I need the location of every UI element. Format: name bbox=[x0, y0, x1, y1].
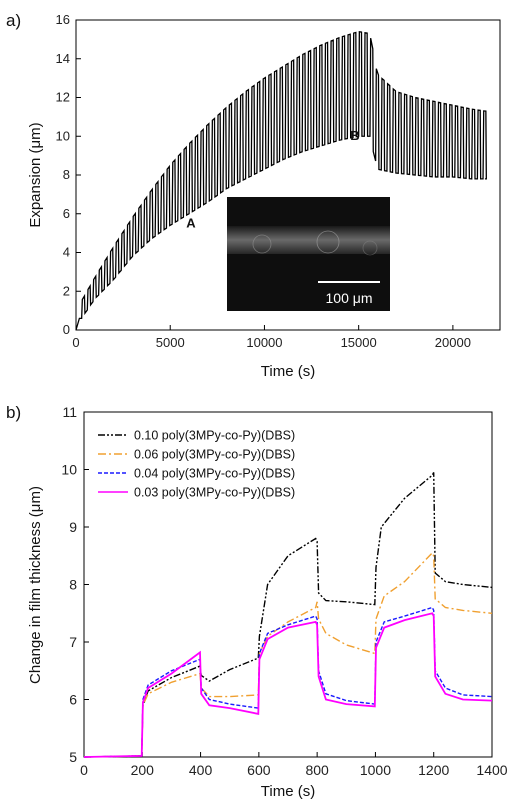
panel-a-label: a) bbox=[6, 11, 21, 30]
x-tick-label: 400 bbox=[189, 762, 213, 778]
y-tick-label: 8 bbox=[69, 577, 77, 593]
x-tick-label: 0 bbox=[72, 335, 79, 350]
series-line bbox=[83, 472, 493, 758]
panel-a: a) 0 2 4 6 8 10 12 14 16 0 5000 10000 15000 20000 10… bbox=[6, 11, 501, 380]
x-tick-label: 0 bbox=[80, 762, 88, 778]
y-tick-label: 6 bbox=[63, 206, 70, 221]
panel-a-annotations: AB bbox=[186, 128, 359, 230]
legend-label: 0.10 poly(3MPy-co-Py)(DBS) bbox=[134, 429, 295, 443]
legend-label: 0.06 poly(3MPy-co-Py)(DBS) bbox=[134, 448, 295, 462]
inset-fiber-band bbox=[227, 226, 390, 254]
y-tick-label: 8 bbox=[63, 167, 70, 182]
x-tick-label: 200 bbox=[131, 762, 155, 778]
legend-label: 0.04 poly(3MPy-co-Py)(DBS) bbox=[134, 467, 295, 481]
y-tick-label: 4 bbox=[63, 245, 70, 260]
x-tick-label: 15000 bbox=[341, 335, 377, 350]
scale-bar-label: 100 μm bbox=[326, 290, 373, 306]
panel-b-label: b) bbox=[6, 403, 21, 422]
inset-bubble bbox=[252, 234, 272, 254]
y-tick-label: 0 bbox=[63, 322, 70, 337]
annotation-label: B bbox=[350, 128, 359, 143]
y-tick-label: 16 bbox=[56, 12, 70, 27]
panel-a-x-axis: 0 5000 10000 15000 20000 bbox=[72, 325, 471, 350]
panel-b-y-label: Change in film thickness (μm) bbox=[27, 486, 44, 684]
panel-b-series bbox=[83, 472, 493, 758]
annotation-label: A bbox=[186, 215, 196, 230]
x-tick-label: 20000 bbox=[435, 335, 471, 350]
inset-micrograph: 100 μm bbox=[227, 197, 390, 311]
x-tick-label: 10000 bbox=[246, 335, 282, 350]
x-tick-label: 800 bbox=[305, 762, 329, 778]
panel-b-y-axis: 5 6 7 8 9 10 11 bbox=[61, 404, 89, 765]
panel-b-legend: 0.10 poly(3MPy-co-Py)(DBS) 0.06 poly(3MPy… bbox=[98, 429, 295, 500]
inset-bubble bbox=[362, 240, 378, 256]
y-tick-label: 14 bbox=[56, 51, 70, 66]
x-tick-label: 1400 bbox=[476, 762, 507, 778]
panel-b-frame bbox=[83, 411, 493, 758]
panel-b: b) 5 6 7 8 9 10 11 0 200 400 600 800 1000 1200 1400 0… bbox=[6, 403, 508, 800]
series-line bbox=[83, 606, 493, 758]
inset-bubble bbox=[316, 230, 340, 254]
panel-a-y-axis: 0 2 4 6 8 10 12 14 16 bbox=[56, 12, 81, 337]
y-tick-label: 7 bbox=[69, 634, 77, 650]
series-line bbox=[83, 612, 493, 758]
expansion-series-line bbox=[75, 31, 487, 331]
x-tick-label: 1200 bbox=[418, 762, 449, 778]
x-tick-label: 600 bbox=[247, 762, 271, 778]
legend-label: 0.03 poly(3MPy-co-Py)(DBS) bbox=[134, 486, 295, 500]
y-tick-label: 10 bbox=[56, 128, 70, 143]
y-tick-label: 5 bbox=[69, 749, 77, 765]
y-tick-label: 12 bbox=[56, 90, 70, 105]
panel-b-x-label: Time (s) bbox=[261, 783, 315, 800]
panel-a-x-label: Time (s) bbox=[261, 363, 315, 380]
panel-a-y-label: Expansion (μm) bbox=[27, 122, 44, 227]
y-tick-label: 9 bbox=[69, 519, 77, 535]
x-tick-label: 1000 bbox=[360, 762, 391, 778]
y-tick-label: 11 bbox=[62, 404, 77, 420]
x-tick-label: 5000 bbox=[156, 335, 185, 350]
y-tick-label: 6 bbox=[69, 692, 77, 708]
y-tick-label: 10 bbox=[61, 462, 77, 478]
panel-b-x-axis: 0 200 400 600 800 1000 1200 1400 bbox=[80, 752, 508, 778]
y-tick-label: 2 bbox=[63, 283, 70, 298]
series-line bbox=[83, 551, 493, 758]
